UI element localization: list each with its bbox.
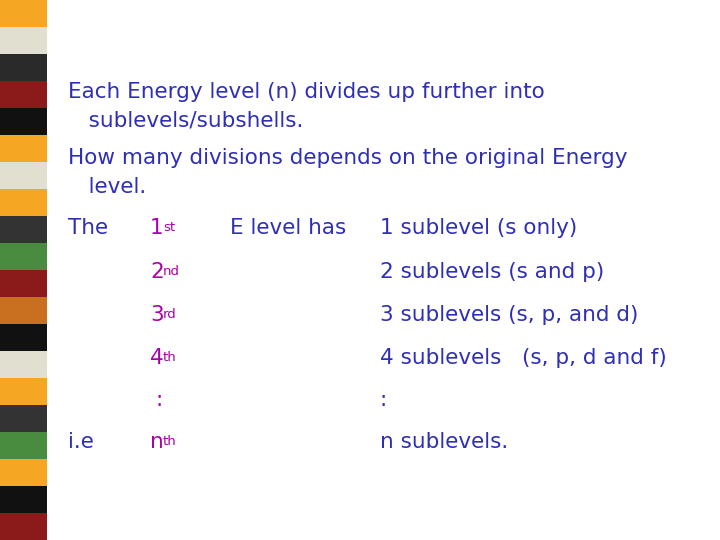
Text: n sublevels.: n sublevels. (380, 432, 508, 452)
Bar (0, 108, 47, 135)
Bar (0, 432, 47, 459)
Text: level.: level. (68, 177, 146, 197)
Bar (0, 162, 47, 189)
Bar (0, 405, 47, 432)
Text: nd: nd (163, 265, 180, 278)
Bar (0, 216, 47, 243)
Bar (0, 0, 47, 27)
Bar (0, 486, 47, 513)
Text: 4: 4 (150, 348, 163, 368)
Text: 2 sublevels (s and p): 2 sublevels (s and p) (380, 262, 604, 282)
Text: i.e: i.e (68, 432, 94, 452)
Bar (0, 54, 47, 81)
Text: 3: 3 (150, 305, 163, 325)
Text: 1 sublevel (s only): 1 sublevel (s only) (380, 218, 577, 238)
Text: The: The (68, 218, 108, 238)
Bar (0, 378, 47, 405)
Bar (0, 27, 47, 54)
Bar (0, 324, 47, 351)
Text: Each Energy level (n) divides up further into: Each Energy level (n) divides up further… (68, 82, 545, 102)
Bar (0, 297, 47, 324)
Bar (0, 243, 47, 270)
Text: n: n (150, 432, 163, 452)
Bar (0, 270, 47, 297)
Text: :: : (155, 390, 162, 410)
Text: How many divisions depends on the original Energy: How many divisions depends on the origin… (68, 148, 628, 168)
Text: sublevels/subshells.: sublevels/subshells. (68, 110, 303, 130)
Text: st: st (163, 221, 175, 234)
Bar (0, 189, 47, 216)
Text: :: : (380, 390, 387, 410)
Bar (0, 459, 47, 486)
Text: th: th (163, 351, 176, 364)
Text: 3 sublevels (s, p, and d): 3 sublevels (s, p, and d) (380, 305, 639, 325)
Bar (0, 81, 47, 108)
Text: rd: rd (163, 308, 176, 321)
Text: 2: 2 (150, 262, 163, 282)
Bar (0, 351, 47, 378)
Text: 1: 1 (150, 218, 163, 238)
Text: 4 sublevels   (s, p, d and f): 4 sublevels (s, p, d and f) (380, 348, 667, 368)
Text: E level has: E level has (230, 218, 346, 238)
Bar (0, 513, 47, 540)
Bar (0, 135, 47, 162)
Text: th: th (163, 435, 176, 448)
